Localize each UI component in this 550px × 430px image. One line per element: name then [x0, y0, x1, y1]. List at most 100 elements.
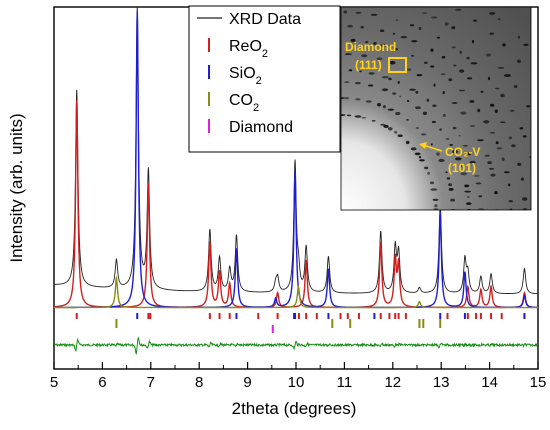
diffraction-spot	[451, 102, 458, 104]
diffraction-spot	[519, 127, 524, 130]
diffraction-spot	[415, 127, 419, 129]
diffraction-spot	[395, 111, 401, 116]
diffraction-spot	[381, 76, 389, 79]
diffraction-spot	[406, 68, 412, 71]
x-tick-label: 15	[530, 374, 547, 391]
diffraction-spot	[344, 53, 352, 55]
diffraction-spot	[424, 166, 429, 170]
diffraction-spot	[433, 208, 439, 210]
diffraction-curves	[54, 7, 538, 309]
reference-ticks	[75, 313, 526, 333]
diffraction-spot	[511, 144, 516, 148]
diffraction-spot	[503, 171, 510, 174]
diffraction-spot	[441, 55, 446, 59]
diffraction-spot	[365, 41, 369, 43]
diffraction-spot	[467, 152, 471, 156]
x-tick-label: 13	[433, 374, 450, 391]
diffraction-spot	[449, 144, 454, 146]
diffraction-spot	[539, 91, 543, 94]
diffraction-spot	[383, 124, 389, 128]
diffraction-spot	[430, 143, 433, 146]
diffraction-spot	[444, 22, 449, 26]
legend-label-co2: CO2	[229, 92, 259, 114]
diffraction-spot	[430, 188, 438, 191]
diffraction-spot	[418, 156, 422, 159]
x-axis-label: 2theta (degrees)	[232, 399, 357, 418]
diffraction-spot	[532, 115, 535, 118]
diffraction-spot	[540, 133, 542, 135]
x-tick-label: 8	[195, 374, 203, 391]
diffraction-spot	[400, 3, 404, 7]
diffraction-spot	[388, 77, 392, 81]
inset-diamond-hkl: (111)	[355, 58, 382, 72]
diffraction-spot	[464, 190, 472, 193]
inset-diamond-box	[388, 57, 407, 73]
diffraction-spot	[436, 152, 440, 156]
diffraction-spot	[477, 208, 485, 210]
diffraction-spot	[484, 154, 490, 157]
diffraction-spot	[368, 84, 374, 87]
diffraction-spot	[381, 88, 389, 92]
diffraction-spot	[500, 93, 505, 98]
diffraction-spot	[473, 19, 477, 22]
diffraction-spot	[440, 73, 446, 75]
diffraction-spot	[458, 89, 465, 92]
diffraction-spot	[422, 12, 428, 14]
diffraction-spot	[464, 184, 470, 188]
diffraction-spot	[517, 59, 521, 63]
x-tick-label: 7	[147, 374, 155, 391]
diffraction-spot	[450, 209, 456, 210]
diffraction-spot	[459, 50, 462, 54]
diffraction-spot	[399, 95, 402, 98]
diffraction-spot	[355, 11, 362, 14]
diffraction-spot	[429, 181, 435, 185]
diffraction-spot	[466, 196, 470, 198]
diffraction-spot	[414, 152, 421, 156]
diffraction-spot	[467, 209, 471, 210]
diffraction-spot	[529, 156, 531, 159]
diffraction-spot	[471, 39, 475, 44]
diffraction-spot	[439, 128, 442, 131]
fit-curve-sio2	[54, 11, 538, 309]
residual-line	[54, 336, 538, 356]
diffraction-spot	[523, 43, 529, 46]
x-tick-label: 6	[98, 374, 106, 391]
diffraction-spot	[501, 157, 505, 161]
x-tick-label: 14	[481, 374, 498, 391]
diffraction-spot	[486, 53, 491, 57]
diffraction-spot	[453, 64, 457, 67]
diffraction-spot	[438, 158, 445, 163]
diffraction-spot	[434, 204, 438, 208]
diffraction-spot	[458, 134, 461, 137]
diffraction-spot	[426, 98, 430, 102]
diffraction-spot	[392, 32, 396, 35]
diffraction-spot	[526, 105, 531, 108]
diffraction-spot	[430, 65, 435, 68]
legend-label-sio2: SiO2	[229, 65, 262, 87]
diffraction-spot	[448, 78, 453, 82]
legend-box	[188, 5, 341, 153]
diffraction-spot	[431, 120, 436, 124]
diffraction-spot	[422, 111, 427, 116]
diffraction-spot	[344, 81, 350, 83]
diffraction-spot	[494, 191, 498, 195]
diffraction-spot	[389, 60, 396, 65]
diffraction-spot	[455, 157, 462, 161]
diffraction-spot	[451, 26, 456, 30]
diffraction-spot	[536, 209, 542, 211]
x-tick-label: 5	[50, 374, 58, 391]
diffraction-spot	[517, 35, 520, 39]
diffraction-spot	[419, 159, 425, 162]
x-axis-ticks: 5 6 7 8 9 10 11 12 13 14 15	[50, 362, 547, 391]
diffraction-spot	[483, 120, 490, 124]
diffraction-spot	[411, 54, 415, 57]
diffraction-spot	[420, 133, 427, 136]
x-tick-label: 11	[337, 374, 353, 391]
diffraction-spot	[406, 100, 410, 102]
inset-co2-hkl: (101)	[448, 161, 476, 175]
diffraction-spot	[430, 16, 438, 19]
inset-co2-arrowhead	[419, 142, 427, 149]
diffraction-spot	[394, 47, 398, 51]
diffraction-spot	[341, 114, 346, 116]
diffraction-spot	[437, 36, 440, 39]
